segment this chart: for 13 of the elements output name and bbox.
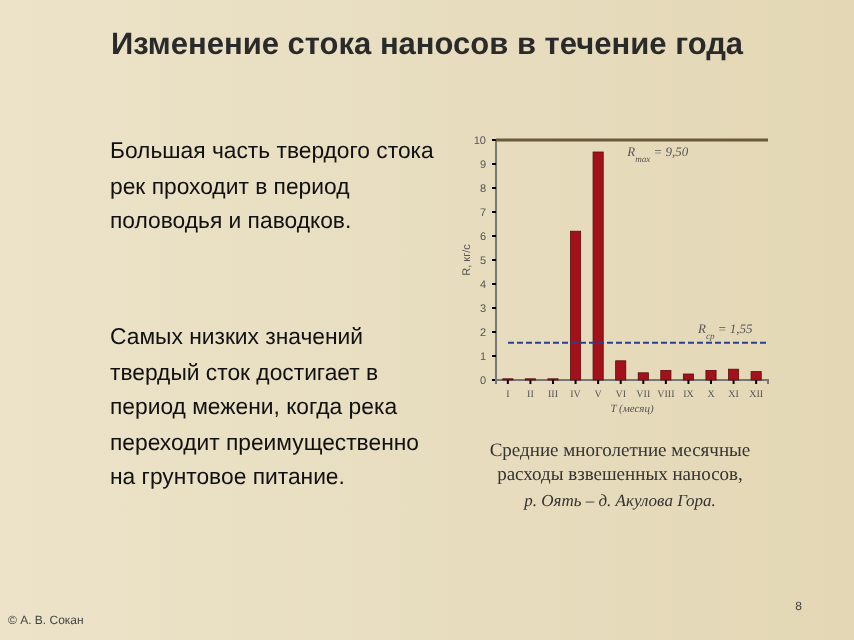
bar <box>660 370 672 381</box>
bar <box>637 372 649 381</box>
bar <box>570 230 582 381</box>
bar <box>728 368 740 381</box>
text: Самых низких значений твердый сток достигает в период межени, когда река переходит преимущественно на грунтовое питание. <box>110 324 421 494</box>
text: Средние многолетние месячные расходы взвешенных наносов, р. Оять – д. Акулова Гора. <box>487 440 753 514</box>
bar <box>682 373 694 381</box>
bar <box>750 371 762 381</box>
bar <box>592 151 604 381</box>
chart-title: Изменение стока наносов в течение года <box>108 28 746 64</box>
text: Большая часть твердого стока рек проходит в период половодья и паводков. <box>110 138 436 238</box>
bar <box>615 360 627 381</box>
bar <box>705 370 717 381</box>
